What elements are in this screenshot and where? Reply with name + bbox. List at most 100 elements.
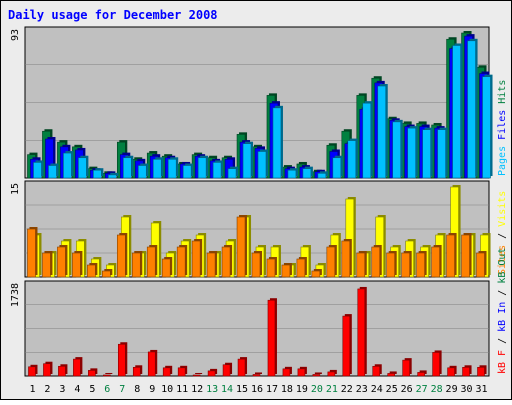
- sites-bar-day-29: [446, 234, 455, 278]
- kb_f-bar-day-18: [282, 368, 291, 377]
- kb_f-bar-day-4: [73, 358, 81, 377]
- sites-bar-day-23: [356, 252, 366, 278]
- kb_f-bar-day-15: [237, 358, 246, 377]
- sites-bar-day-14: [221, 246, 231, 278]
- x-tick-label: 20: [311, 384, 323, 395]
- sites-bar-day-28: [431, 246, 440, 278]
- kb_f-bar-day-8: [132, 366, 141, 377]
- pages-bar-day-25: [392, 121, 402, 179]
- kb_f-bar-day-30: [462, 366, 470, 377]
- kb_f-bar-day-22: [342, 315, 351, 377]
- sites-bar-day-7: [116, 234, 126, 278]
- hits-files-pages-panel: 93 Pages Files Hits: [10, 26, 508, 179]
- sites-bar-day-2: [42, 252, 51, 278]
- legend-entry: kB F: [497, 350, 508, 374]
- sites-bar-day-17: [266, 258, 276, 278]
- x-tick-label: 29: [446, 384, 458, 395]
- visits-sites-panel: 15 Sites / Visits: [10, 180, 508, 278]
- kb_f-bar-day-12-shadow: [195, 372, 203, 374]
- sites-bar-day-24: [371, 246, 381, 278]
- sites-bar-day-30: [461, 234, 470, 278]
- kb_f-bar-day-23: [357, 288, 366, 377]
- pages-bar-day-31: [482, 76, 491, 179]
- legend-entry: Pages: [497, 146, 508, 176]
- x-tick-label: 22: [341, 384, 353, 395]
- y-max-tick-label: 93: [10, 29, 21, 41]
- kb_f-bar-day-3: [58, 365, 66, 377]
- chart-title: Daily usage for December 2008: [8, 8, 218, 22]
- x-tick-label: 10: [161, 384, 173, 395]
- pages-bar-day-5: [93, 169, 102, 179]
- kb_f-bar-day-13: [207, 370, 216, 377]
- kb_f-bar-day-27: [417, 372, 425, 377]
- kb_f-bar-day-9: [147, 351, 156, 377]
- sites-bar-day-11: [176, 246, 186, 278]
- pages-bar-day-22: [347, 140, 357, 179]
- kb_f-bar-day-20-shadow: [314, 372, 322, 374]
- y-max-tick-label: 1738: [10, 283, 21, 307]
- legend-entry: /: [497, 290, 508, 302]
- x-tick-label: 26: [401, 384, 413, 395]
- legend-entry: Sites: [497, 245, 508, 275]
- sites-bar-day-5: [87, 264, 96, 278]
- pages-bar-day-8: [137, 165, 147, 179]
- pages-bar-day-28: [437, 129, 446, 179]
- kb_f-bar-day-2: [43, 363, 51, 377]
- x-tick-label: 8: [134, 384, 140, 395]
- sites-bar-day-26: [401, 252, 410, 278]
- kb_f-bar-day-10: [162, 367, 171, 377]
- legend-entry: Files: [497, 110, 508, 146]
- kb_f-bar-day-7: [117, 343, 126, 377]
- x-tick-label: 2: [44, 384, 50, 395]
- pages-bar-day-13: [212, 162, 222, 179]
- kb_f-bar-day-28: [432, 352, 440, 377]
- kb_f-bar-day-11: [177, 367, 186, 377]
- pages-bar-day-9: [152, 158, 162, 179]
- kb_f-bar-day-25: [387, 373, 396, 377]
- kb_f-bar-day-19: [297, 368, 306, 377]
- kb_f-bar-day-5: [88, 370, 96, 377]
- pages-bar-day-6-shadow: [110, 172, 119, 176]
- pages-bar-day-30: [467, 40, 476, 179]
- panel-legend: Sites / Visits: [497, 191, 508, 275]
- pages-bar-day-7: [122, 157, 132, 179]
- legend-entry: Hits: [497, 80, 508, 110]
- pages-bar-day-17: [272, 107, 282, 179]
- sites-bar-day-12: [191, 240, 201, 278]
- legend-entry: /: [497, 338, 508, 350]
- sites-bar-day-16: [251, 252, 261, 278]
- pages-bar-day-26: [407, 127, 416, 179]
- day-axis: 1 2 3 4 5 6 7 8 9 10 11 12 13 14 15 16 17 18 19 20 21 22 23 24 2…: [29, 384, 487, 395]
- x-tick-label: 5: [89, 384, 95, 395]
- sites-bar-day-21: [326, 246, 336, 278]
- y-max-tick-label: 15: [10, 183, 21, 195]
- pages-bar-day-29: [452, 45, 461, 179]
- kb_f-bar-day-20: [312, 374, 321, 377]
- pages-bar-day-10: [167, 158, 177, 179]
- kb_f-bar-day-14: [222, 364, 231, 377]
- x-tick-label: 19: [296, 384, 308, 395]
- kb_f-bar-day-25-shadow: [389, 371, 397, 374]
- panel-legend: Pages Files Hits: [497, 80, 508, 176]
- sites-bar-day-18: [281, 264, 291, 278]
- kb_f-bar-day-31: [477, 366, 485, 377]
- x-tick-label: 16: [251, 384, 263, 395]
- sites-bar-day-13: [206, 252, 216, 278]
- sites-bar-day-8: [131, 252, 141, 278]
- x-tick-label: 6: [104, 384, 110, 395]
- pages-bar-day-1: [33, 162, 42, 179]
- pages-bar-day-19: [302, 168, 312, 179]
- sites-bar-day-22: [341, 240, 351, 278]
- pages-bar-day-15: [242, 143, 252, 179]
- sites-bar-day-4: [72, 252, 81, 278]
- kb_f-bar-day-21: [327, 371, 336, 377]
- x-tick-label: 13: [206, 384, 218, 395]
- x-tick-label: 31: [475, 384, 487, 395]
- kb_f-bar-day-6-shadow: [105, 372, 113, 374]
- pages-bar-day-24: [377, 85, 387, 179]
- kb_f-bar-day-1: [28, 366, 36, 377]
- kb_f-bar-day-17: [267, 299, 276, 377]
- pages-bar-day-27: [422, 129, 431, 179]
